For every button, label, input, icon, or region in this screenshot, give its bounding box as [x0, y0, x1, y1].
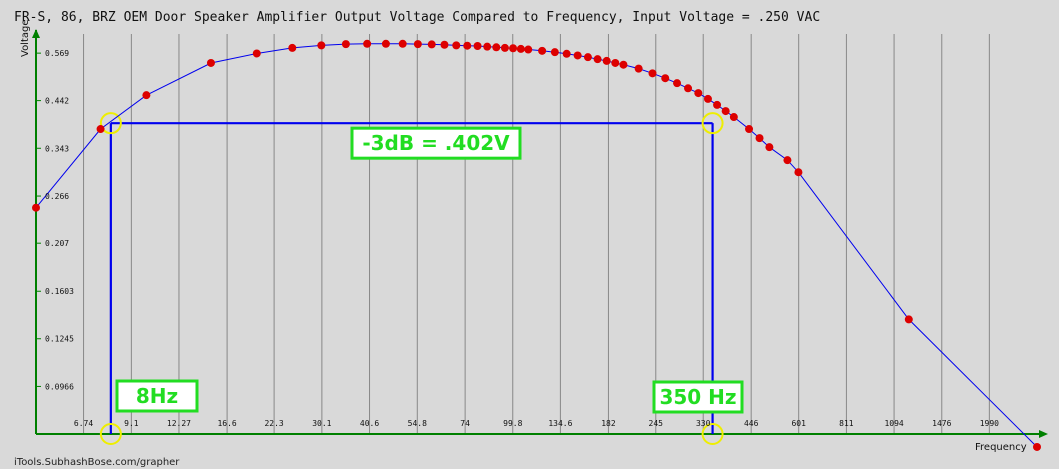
highlight-circle	[701, 112, 724, 135]
x-tick-label: 1990	[980, 419, 999, 428]
highlight-circle	[99, 423, 122, 445]
x-tick-label: 12.27	[167, 419, 191, 428]
highlight-circle	[99, 112, 122, 135]
x-tick-label: 40.6	[360, 419, 379, 428]
data-point	[755, 134, 764, 143]
data-point	[783, 156, 792, 165]
data-point	[96, 125, 105, 134]
data-point	[634, 64, 643, 73]
data-point	[573, 51, 582, 60]
x-tick-label: 30.1	[312, 419, 331, 428]
y-axis-arrow	[32, 29, 40, 38]
x-tick-label: 601	[791, 419, 806, 428]
data-point	[252, 49, 261, 58]
data-point	[206, 58, 215, 67]
y-tick-label: 0.343	[45, 144, 69, 153]
data-point	[440, 40, 449, 49]
annotation-8hz-box	[115, 379, 199, 413]
y-tick-label: 0.1603	[45, 287, 74, 296]
data-point	[593, 55, 602, 64]
annotation-350hz-box	[652, 380, 744, 414]
x-axis-label: Frequency	[975, 442, 1027, 453]
data-point	[765, 143, 774, 152]
x-tick-label: 446	[744, 419, 759, 428]
y-tick-label: 0.1245	[45, 335, 74, 344]
data-point	[288, 43, 297, 52]
y-tick-label: 0.442	[45, 97, 69, 106]
data-point	[619, 60, 628, 69]
annotation-8hz-text: 8Hz	[136, 384, 178, 408]
data-point	[32, 203, 40, 212]
y-tick-label: 0.266	[45, 192, 69, 201]
data-point	[1033, 442, 1041, 451]
x-tick-label: 9.1	[124, 419, 139, 428]
data-point	[492, 43, 501, 52]
x-tick-label: 74	[460, 419, 470, 428]
x-tick-label: 811	[839, 419, 854, 428]
annotation-3db-text: -3dB = .402V	[362, 131, 510, 155]
x-tick-label: 330	[696, 419, 711, 428]
x-tick-label: 245	[649, 419, 664, 428]
y-axis-label: Voltage	[20, 19, 31, 57]
data-point	[602, 56, 611, 65]
x-tick-label: 6.74	[74, 419, 93, 428]
data-point	[524, 45, 533, 54]
data-point	[538, 46, 547, 55]
x-tick-label: 134.6	[548, 419, 572, 428]
data-point	[721, 107, 730, 116]
chart-title: FR-S, 86, BRZ OEM Door Speaker Amplifier…	[14, 10, 820, 25]
x-tick-label: 54.8	[408, 419, 427, 428]
data-point	[509, 44, 518, 53]
x-tick-label: 1094	[884, 419, 903, 428]
data-point	[427, 40, 436, 49]
y-tick-label: 0.207	[45, 239, 69, 248]
y-tick-label: 0.0966	[45, 382, 74, 391]
data-point	[341, 40, 350, 49]
highlight-circle	[701, 423, 724, 445]
data-point	[713, 100, 722, 109]
data-point	[483, 42, 492, 51]
data-point	[142, 91, 151, 100]
data-point	[500, 43, 509, 52]
data-point	[363, 39, 372, 48]
annotation-350hz-text: 350 Hz	[659, 385, 736, 409]
data-point	[317, 41, 326, 50]
data-point	[661, 74, 670, 83]
data-point	[904, 315, 913, 324]
data-point	[648, 69, 657, 78]
data-point	[550, 48, 559, 57]
data-point	[673, 79, 682, 88]
data-point	[729, 113, 738, 122]
annotation-3db-box	[350, 126, 522, 160]
x-tick-label: 22.3	[264, 419, 283, 428]
data-point	[684, 84, 693, 93]
x-tick-label: 1476	[932, 419, 951, 428]
data-point	[473, 42, 482, 51]
x-tick-label: 99.8	[503, 419, 522, 428]
x-tick-label: 182	[601, 419, 616, 428]
y-tick-label: 0.569	[45, 49, 69, 58]
data-point	[413, 40, 422, 49]
credit-text: iTools.SubhashBose.com/grapher	[14, 457, 180, 468]
data-point	[703, 94, 712, 103]
x-axis-arrow	[1039, 430, 1048, 438]
data-point	[745, 125, 754, 134]
x-tick-label: 16.6	[217, 419, 236, 428]
data-point	[398, 39, 407, 48]
data-point	[562, 49, 571, 58]
data-point	[463, 41, 472, 50]
data-point	[381, 39, 390, 48]
data-point	[583, 53, 592, 62]
data-point	[794, 168, 803, 177]
data-point	[452, 41, 461, 50]
data-point	[694, 89, 703, 98]
data-point	[611, 58, 620, 67]
data-point	[516, 44, 525, 53]
